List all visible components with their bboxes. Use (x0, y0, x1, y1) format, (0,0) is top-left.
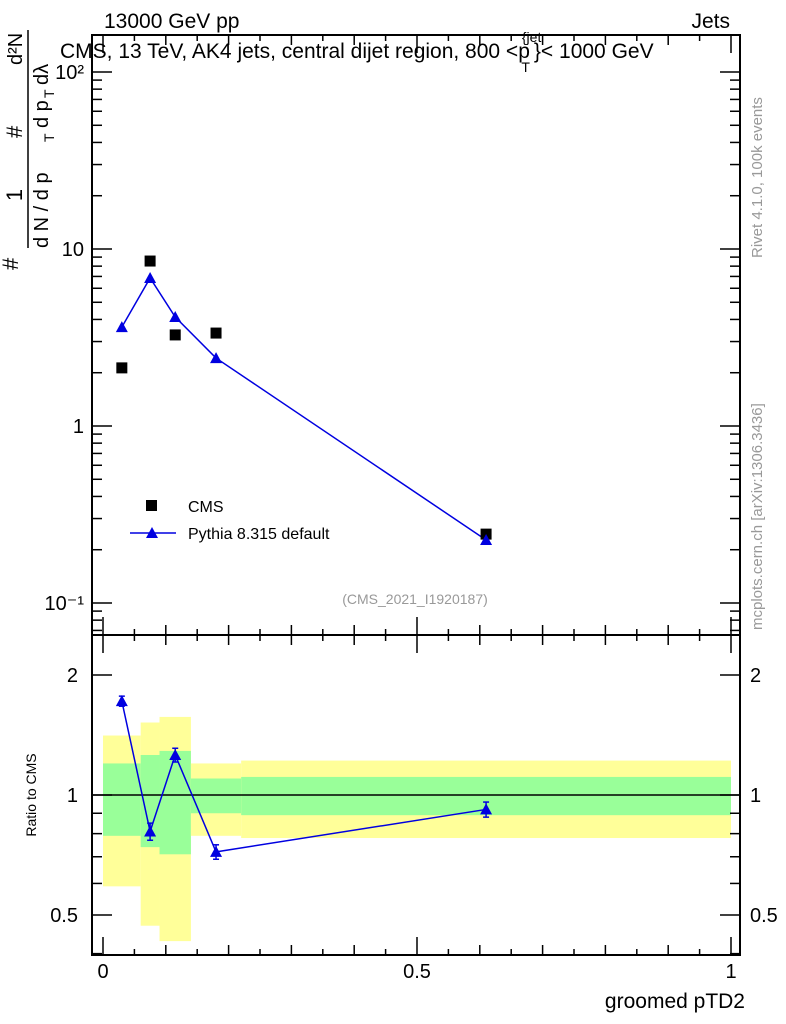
header-left: 13000 GeV pp (104, 10, 239, 33)
ratio-ylabel: Ratio to CMS (23, 753, 39, 836)
pythia-point (115, 321, 128, 333)
main-frame (91, 34, 741, 636)
legend-pythia-label: Pythia 8.315 default (188, 526, 330, 543)
x-tick-label: 0.5 (403, 961, 431, 983)
x-axis-label: groomed pTD2 (605, 990, 745, 1013)
ylabel-hash: # (0, 257, 23, 270)
ratio-y-tick-label: 1 (67, 785, 78, 807)
ratio-point (480, 803, 493, 815)
pythia-point (169, 310, 182, 322)
ratio-y-tick-label-right: 1 (750, 785, 761, 807)
ratio-y-tick-label: 2 (67, 665, 78, 687)
cms-point (116, 362, 128, 374)
data-marks (115, 255, 493, 860)
main-y-tick-label: 10² (55, 62, 84, 84)
plot-title-end: }< 1000 GeV (534, 40, 654, 63)
ratio-point (115, 695, 128, 707)
ylabel-dlambda: dλ (31, 64, 53, 85)
ratio-y-tick-label-right: 0.5 (750, 905, 778, 927)
plot-title-main: CMS, 13 TeV, AK4 jets, central dijet reg… (60, 40, 530, 63)
legend-pythia-marker (146, 527, 158, 538)
x-tick-label: 0 (97, 961, 108, 983)
plot-title-sup: {jet (522, 29, 542, 45)
ylabel-den1: d N / d p (31, 172, 53, 248)
legend-cms-label: CMS (188, 499, 224, 516)
green-band-bin (159, 750, 191, 855)
main-y-tick-label: 10 (62, 239, 84, 261)
green-band-bin (140, 754, 160, 848)
ylabel-num2: d²N (5, 33, 27, 65)
cms-point (144, 255, 156, 267)
header-right: Jets (691, 10, 730, 33)
main-ylabel: # 1 d N / d p T # d²N d p T dλ (0, 30, 57, 270)
pythia-point (144, 271, 157, 283)
ylabel-sub-2: T (41, 89, 57, 98)
mcplots-credit-text: mcplots.cern.ch [arXiv:1306.3436] (749, 403, 766, 630)
main-y-tick-label: 1 (73, 416, 84, 438)
ylabel-sub: T (41, 133, 57, 142)
plot-title: CMS, 13 TeV, AK4 jets, central dijet reg… (60, 29, 654, 75)
ratio-point (144, 825, 157, 837)
cms-point (210, 327, 222, 339)
cms-point (169, 329, 181, 341)
green-band-bin (190, 778, 242, 814)
plot-title-sub: T (521, 59, 530, 75)
pythia-point (210, 352, 223, 364)
ylabel-den2: d p (31, 100, 53, 128)
main-y-tick-label: 10⁻¹ (45, 593, 85, 615)
ratio-frame (91, 634, 741, 956)
green-band-bin (103, 763, 141, 836)
legend-cms-marker (146, 500, 157, 511)
ylabel-num1: 1 (2, 189, 27, 201)
ratio-y-tick-label: 0.5 (50, 905, 78, 927)
ylabel-hash-2: # (2, 125, 27, 138)
ratio-point (169, 748, 182, 760)
rivet-version-text: Rivet 4.1.0, 100k events (749, 97, 766, 258)
axis-ticks: 0 0.5 1 10⁻¹ 1 10 10² 0.5 0.5 1 1 2 2 (45, 35, 778, 983)
analysis-id: (CMS_2021_I1920187) (342, 591, 488, 607)
ratio-point (210, 845, 223, 857)
ratio-y-tick-label-right: 2 (750, 665, 761, 687)
ratio-bands (92, 716, 740, 942)
pythia-point (480, 533, 493, 545)
x-tick-label: 1 (725, 961, 736, 983)
